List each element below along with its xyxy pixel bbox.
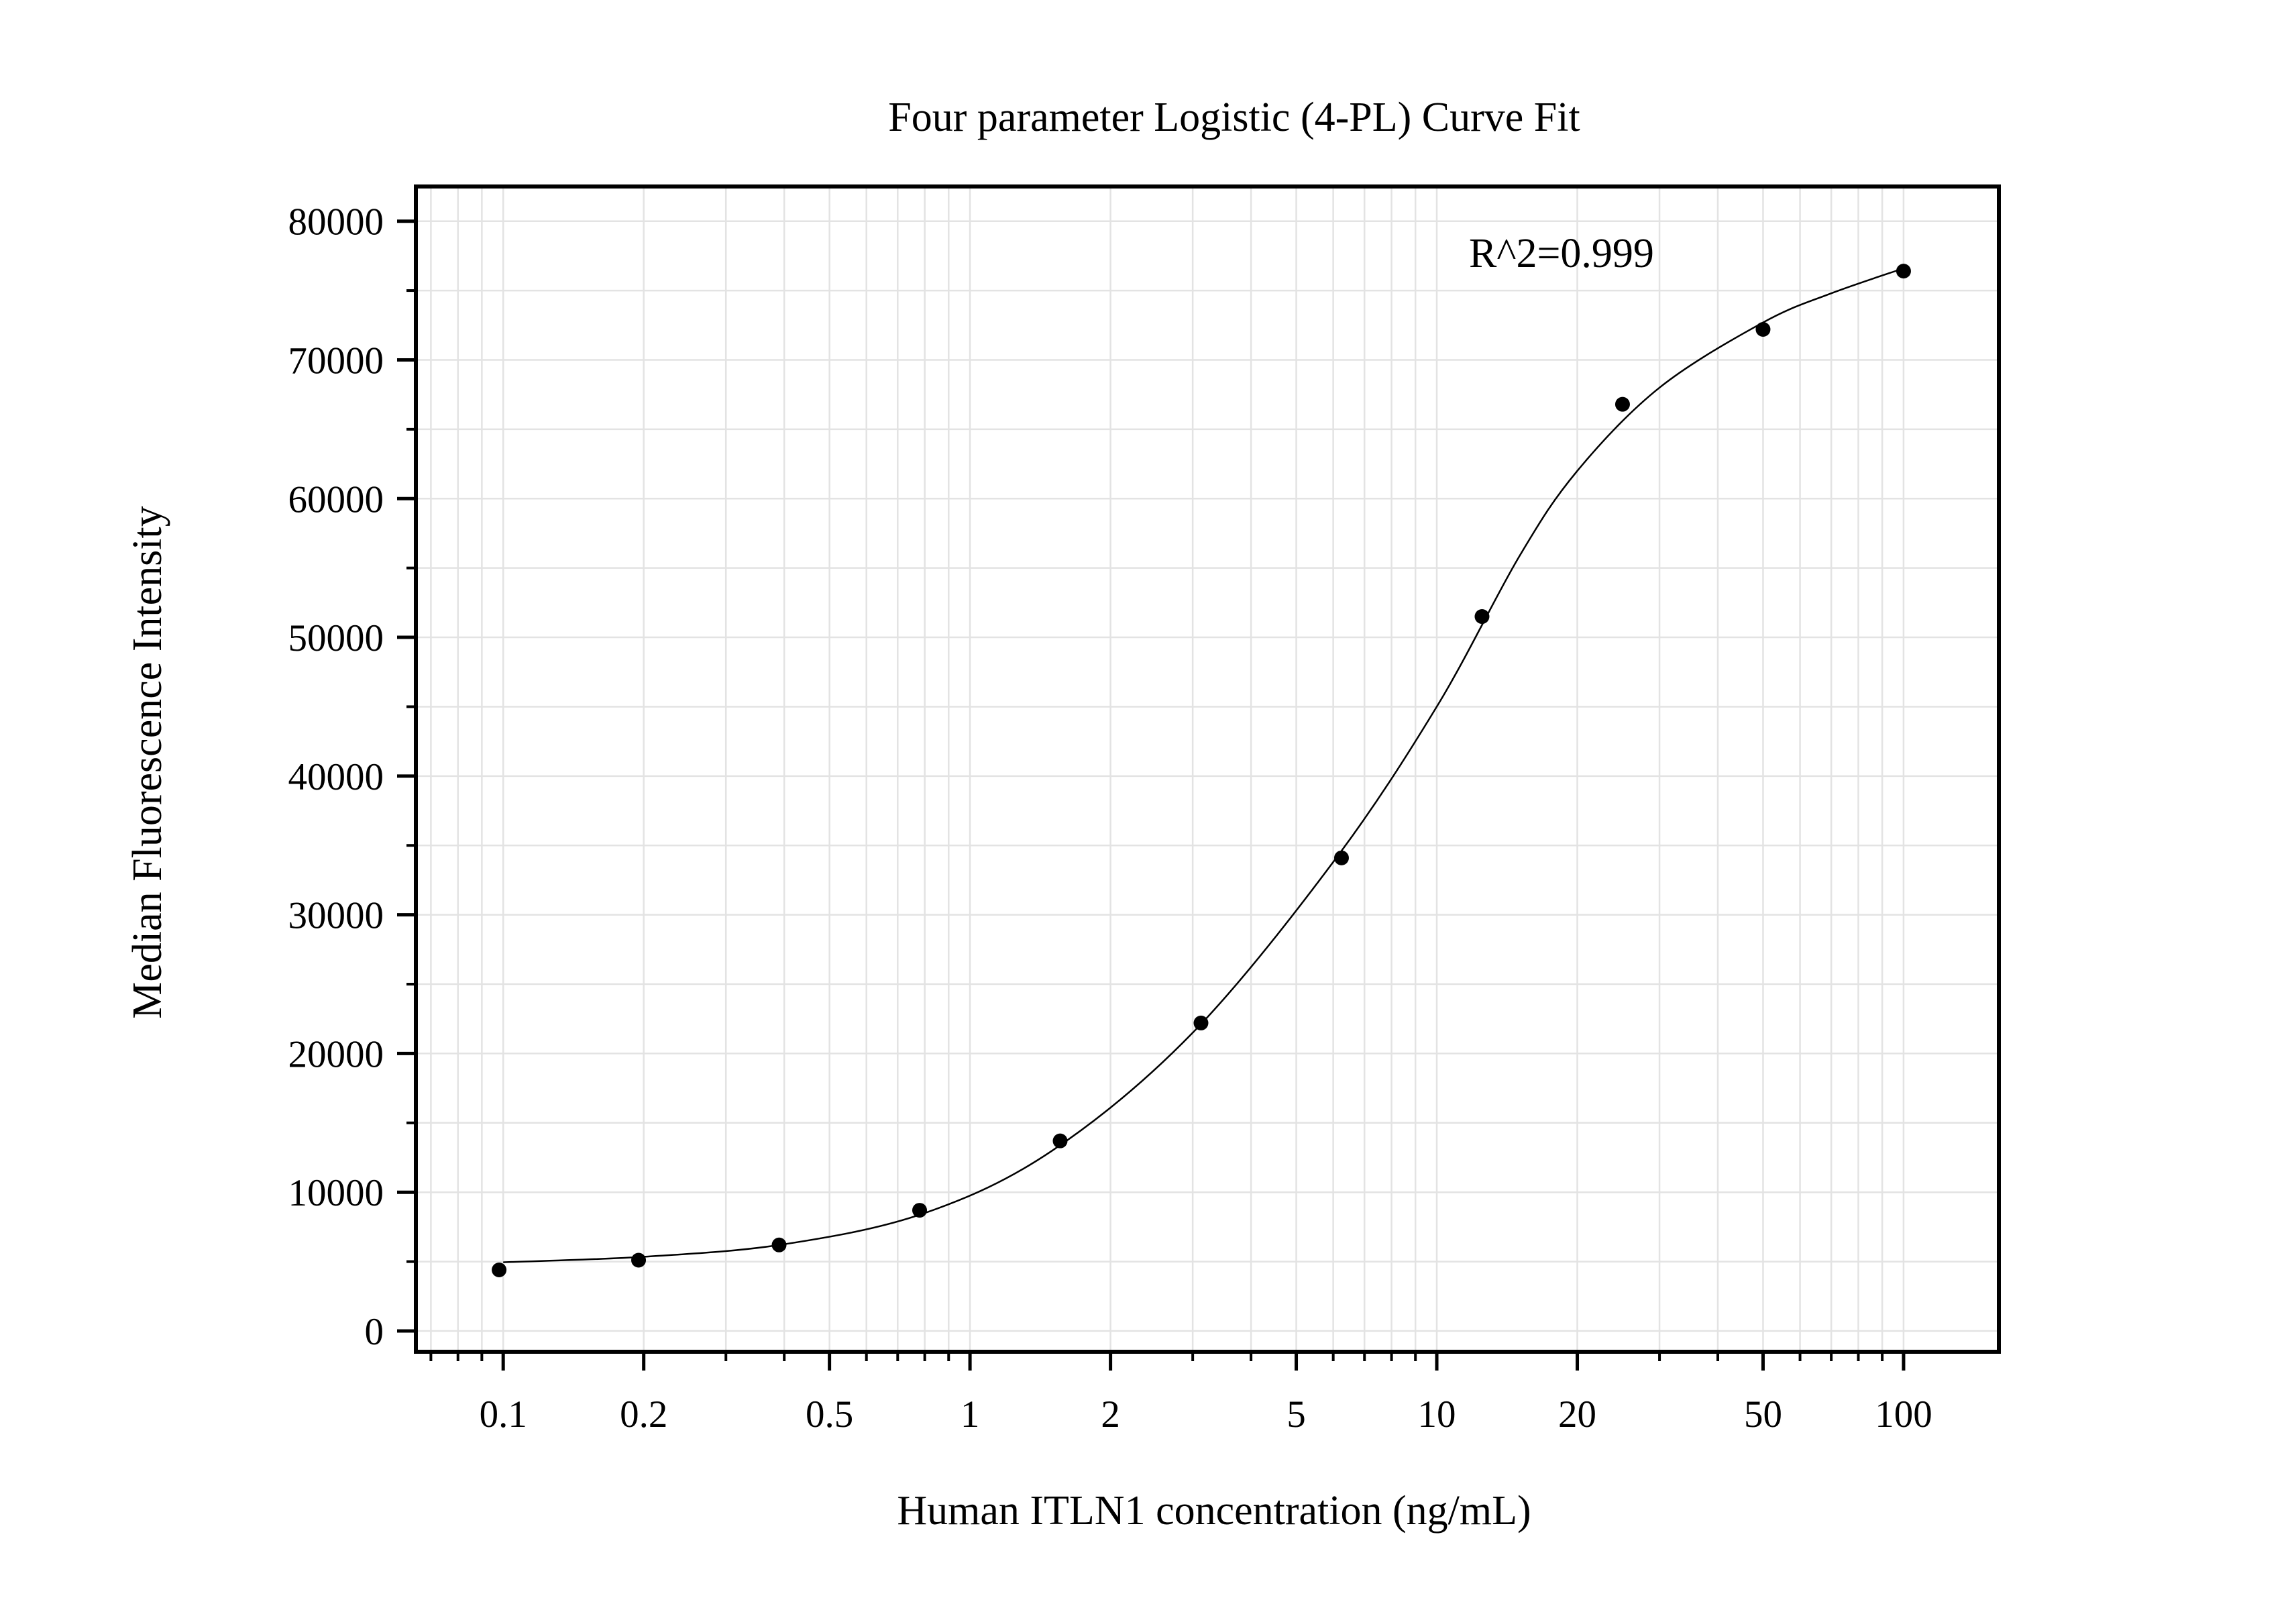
data-point [1896, 264, 1911, 279]
data-point [912, 1203, 928, 1218]
grid-lines [416, 186, 1999, 1352]
fit-curve [503, 267, 1904, 1263]
y-tick-label: 70000 [288, 339, 384, 382]
data-point [1615, 396, 1630, 412]
axis-ticks [397, 219, 1906, 1371]
data-point [1755, 321, 1771, 337]
y-axis-title: Median Fluorescence Intensity [125, 506, 170, 1018]
r-squared-annotation: R^2=0.999 [1469, 231, 1654, 276]
x-tick-label: 1 [961, 1393, 980, 1436]
data-point [1474, 609, 1490, 625]
y-tick-label: 10000 [288, 1172, 384, 1214]
y-tick-label: 30000 [288, 895, 384, 937]
y-tick-label: 20000 [288, 1033, 384, 1075]
data-point [1333, 850, 1349, 865]
y-tick-label: 80000 [288, 201, 384, 244]
tick-labels: 0.1 0.2 0.5 1 2 5 10 20 50 100 0 10000 20000 30000 400… [288, 201, 1932, 1436]
x-tick-label: 0.2 [620, 1393, 667, 1436]
x-tick-label: 0.1 [480, 1393, 527, 1436]
y-tick-label: 0 [365, 1311, 384, 1353]
x-tick-label: 10 [1418, 1393, 1456, 1436]
x-axis-title: Human ITLN1 concentration (ng/mL) [897, 1488, 1531, 1534]
plot-frame [414, 184, 2001, 1354]
x-tick-label: 20 [1558, 1393, 1596, 1436]
data-points [492, 264, 1911, 1277]
y-tick-label: 60000 [288, 478, 384, 521]
data-point [1052, 1133, 1068, 1148]
x-tick-label: 50 [1744, 1393, 1782, 1436]
chart-title: Four parameter Logistic (4-PL) Curve Fit [888, 95, 1580, 140]
data-point [492, 1262, 507, 1277]
y-tick-label: 50000 [288, 617, 384, 659]
fit-curve-layer [503, 267, 1904, 1263]
x-tick-label: 2 [1101, 1393, 1120, 1436]
data-point [771, 1237, 787, 1252]
data-point [631, 1252, 647, 1268]
x-tick-label: 0.5 [806, 1393, 853, 1436]
data-point [1193, 1015, 1209, 1030]
y-tick-label: 40000 [288, 756, 384, 798]
x-tick-label: 100 [1875, 1393, 1932, 1436]
x-tick-label: 5 [1287, 1393, 1306, 1436]
